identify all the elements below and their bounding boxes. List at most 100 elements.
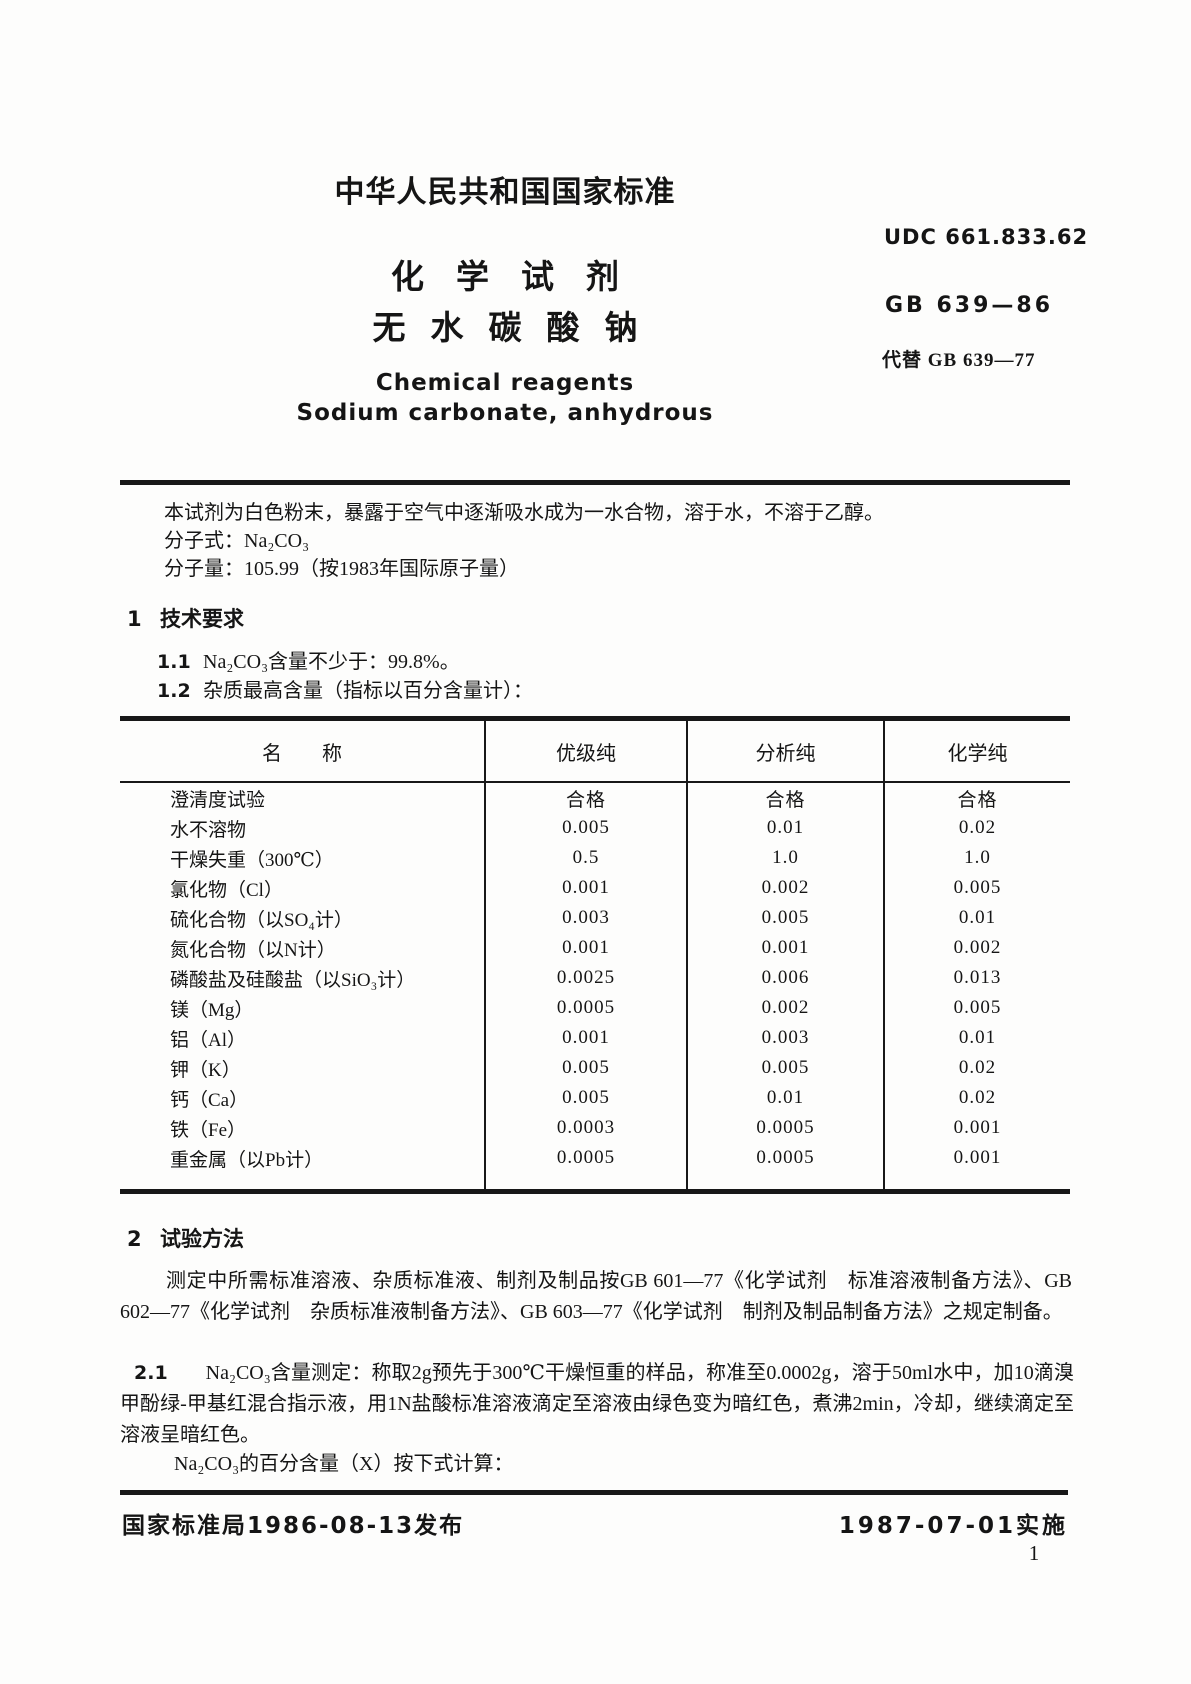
column-header-name: 名 称: [120, 718, 485, 783]
row-value-guaranteed: 0.0005: [484, 1143, 687, 1192]
title-chinese-line2: 无水碳酸钠: [372, 308, 663, 347]
clause-1-2-text: 杂质最高含量（指标以百分含量计）：: [203, 680, 533, 702]
section-1-title: 技术要求: [160, 607, 244, 631]
section-1-number: 1: [127, 607, 142, 631]
row-item-name: 澄清度试验: [170, 789, 266, 811]
section-1-heading: 1 技术要求: [127, 606, 244, 632]
row-item-name: 氮化合物（以N计）: [170, 939, 336, 961]
formula-intro-line: Na₂CO₃的百分含量（X）按下式计算：: [174, 1453, 514, 1475]
row-item-name: 硫化合物（以SO₄计）: [170, 909, 353, 931]
row-value-analytical: 0.005: [686, 903, 884, 933]
row-value-guaranteed: 0.0025: [484, 963, 687, 993]
row-value-guaranteed: 0.005: [484, 1083, 687, 1113]
row-value-guaranteed: 0.001: [484, 933, 687, 963]
row-item-name: 氯化物（Cl）: [170, 879, 283, 901]
row-item-name: 水不溶物: [170, 819, 247, 841]
row-value-analytical: 1.0: [686, 843, 884, 873]
issue-date-text: 国家标准局1986-08-13发布: [122, 1513, 465, 1539]
section-2-title: 试验方法: [160, 1227, 244, 1251]
row-value-guaranteed: 0.0003: [484, 1113, 687, 1143]
row-value-guaranteed: 0.005: [484, 1053, 687, 1083]
table-header-row: 名 称 优级纯 分析纯 化学纯: [120, 718, 1070, 783]
row-value-chemical: 0.001: [883, 1143, 1070, 1192]
table-row: 氮化合物（以N计） 0.001 0.001 0.002: [120, 933, 1070, 963]
table-row: 铁（Fe） 0.0003 0.0005 0.001: [120, 1113, 1070, 1143]
row-value-analytical: 0.005: [686, 1053, 884, 1083]
supersedes-note: 代替 GB 639—77: [882, 350, 1036, 371]
clause-2-1-number: 2.1: [134, 1362, 168, 1384]
molecular-weight: 分子量：105.99（按1983年国际原子量）: [164, 558, 519, 580]
udc-code: UDC 661.833.62: [884, 225, 1089, 249]
row-value-chemical: 0.02: [883, 1083, 1070, 1113]
clause-1-2: 1.2 杂质最高含量（指标以百分含量计）：: [157, 678, 533, 704]
intro-block: 本试剂为白色粉末，暴露于空气中逐渐吸水成为一水合物，溶于水，不溶于乙醇。 分子式…: [164, 499, 1070, 583]
molecular-formula: 分子式：Na₂CO₃: [164, 530, 310, 552]
table-row: 铝（Al） 0.001 0.003 0.01: [120, 1023, 1070, 1053]
standard-number: GB 639—86: [885, 293, 1054, 318]
page-number: 1: [1028, 1541, 1040, 1565]
table-row: 重金属（以Pb计） 0.0005 0.0005 0.001: [120, 1143, 1070, 1192]
row-item-name: 钙（Ca）: [170, 1089, 249, 1111]
row-value-guaranteed: 0.003: [484, 903, 687, 933]
clause-1-1: 1.1 Na₂CO₃含量不少于：99.8%。: [157, 649, 460, 675]
row-value-chemical: 0.013: [883, 963, 1070, 993]
row-value-chemical: 0.02: [883, 1053, 1070, 1083]
column-header-guaranteed: 优级纯: [484, 718, 687, 783]
row-value-guaranteed: 0.0005: [484, 993, 687, 1023]
row-value-analytical: 0.006: [686, 963, 884, 993]
row-value-analytical: 0.0005: [686, 1143, 884, 1192]
row-value-guaranteed: 0.005: [484, 813, 687, 843]
section-2-heading: 2 试验方法: [127, 1226, 244, 1252]
row-value-chemical: 1.0: [883, 843, 1070, 873]
clause-1-1-number: 1.1: [157, 651, 191, 673]
clause-1-2-number: 1.2: [157, 680, 191, 702]
impurity-limits-table: 名 称 优级纯 分析纯 化学纯 澄清度试验 合格 合格 合格 水不溶物 0.00…: [120, 716, 1070, 1194]
row-value-chemical: 0.001: [883, 1113, 1070, 1143]
row-value-guaranteed: 0.5: [484, 843, 687, 873]
implementation-date-text: 1987-07-01实施: [838, 1513, 1068, 1539]
row-value-analytical: 0.002: [686, 993, 884, 1023]
footer-divider-rule: [120, 1490, 1068, 1495]
row-value-analytical: 0.01: [686, 1083, 884, 1113]
clause-1-1-text: Na₂CO₃含量不少于：99.8%。: [203, 651, 460, 673]
clause-2-1: 2.1 Na₂CO₃含量测定：称取2g预先于300℃干燥恒重的样品，称准至0.00…: [120, 1358, 1074, 1451]
row-item-name: 干燥失重（300℃）: [170, 849, 334, 871]
row-value-chemical: 0.01: [883, 903, 1070, 933]
row-value-analytical: 合格: [686, 782, 884, 813]
row-item-name: 钾（K）: [170, 1059, 241, 1081]
row-item-name: 重金属（以Pb计）: [170, 1149, 324, 1171]
row-value-chemical: 0.005: [883, 873, 1070, 903]
column-header-analytical: 分析纯: [686, 718, 884, 783]
row-value-analytical: 0.002: [686, 873, 884, 903]
preparation-paragraph: 测定中所需标准溶液、杂质标准液、制剂及制品按GB 601—77《化学试剂 标准溶…: [120, 1270, 1072, 1323]
row-item-name: 铝（Al）: [170, 1029, 247, 1051]
row-value-chemical: 0.01: [883, 1023, 1070, 1053]
row-value-chemical: 0.02: [883, 813, 1070, 843]
row-value-analytical: 0.001: [686, 933, 884, 963]
row-value-guaranteed: 合格: [484, 782, 687, 813]
table-row: 澄清度试验 合格 合格 合格: [120, 782, 1070, 813]
row-value-chemical: 合格: [883, 782, 1070, 813]
table-row: 干燥失重（300℃） 0.5 1.0 1.0: [120, 843, 1070, 873]
row-value-chemical: 0.002: [883, 933, 1070, 963]
row-item-name: 磷酸盐及硅酸盐（以SiO₃计）: [170, 969, 416, 991]
row-value-guaranteed: 0.001: [484, 1023, 687, 1053]
national-standard-heading: 中华人民共和国国家标准: [334, 175, 676, 210]
title-english-line2: Sodium carbonate, anhydrous: [296, 400, 714, 426]
row-value-analytical: 0.003: [686, 1023, 884, 1053]
table-row: 水不溶物 0.005 0.01 0.02: [120, 813, 1070, 843]
row-value-guaranteed: 0.001: [484, 873, 687, 903]
title-chinese-line1: 化学试剂: [391, 257, 651, 296]
row-value-chemical: 0.005: [883, 993, 1070, 1023]
table-row: 钾（K） 0.005 0.005 0.02: [120, 1053, 1070, 1083]
description-text: 本试剂为白色粉末，暴露于空气中逐渐吸水成为一水合物，溶于水，不溶于乙醇。: [164, 502, 884, 524]
table-row: 镁（Mg） 0.0005 0.002 0.005: [120, 993, 1070, 1023]
header-divider-rule: [120, 480, 1070, 485]
table-row: 氯化物（Cl） 0.001 0.002 0.005: [120, 873, 1070, 903]
table-row: 钙（Ca） 0.005 0.01 0.02: [120, 1083, 1070, 1113]
clause-2-1-text: Na₂CO₃含量测定：称取2g预先于300℃干燥恒重的样品，称准至0.0002g…: [120, 1362, 1074, 1446]
row-value-analytical: 0.01: [686, 813, 884, 843]
row-value-analytical: 0.0005: [686, 1113, 884, 1143]
column-header-chemical: 化学纯: [883, 718, 1070, 783]
